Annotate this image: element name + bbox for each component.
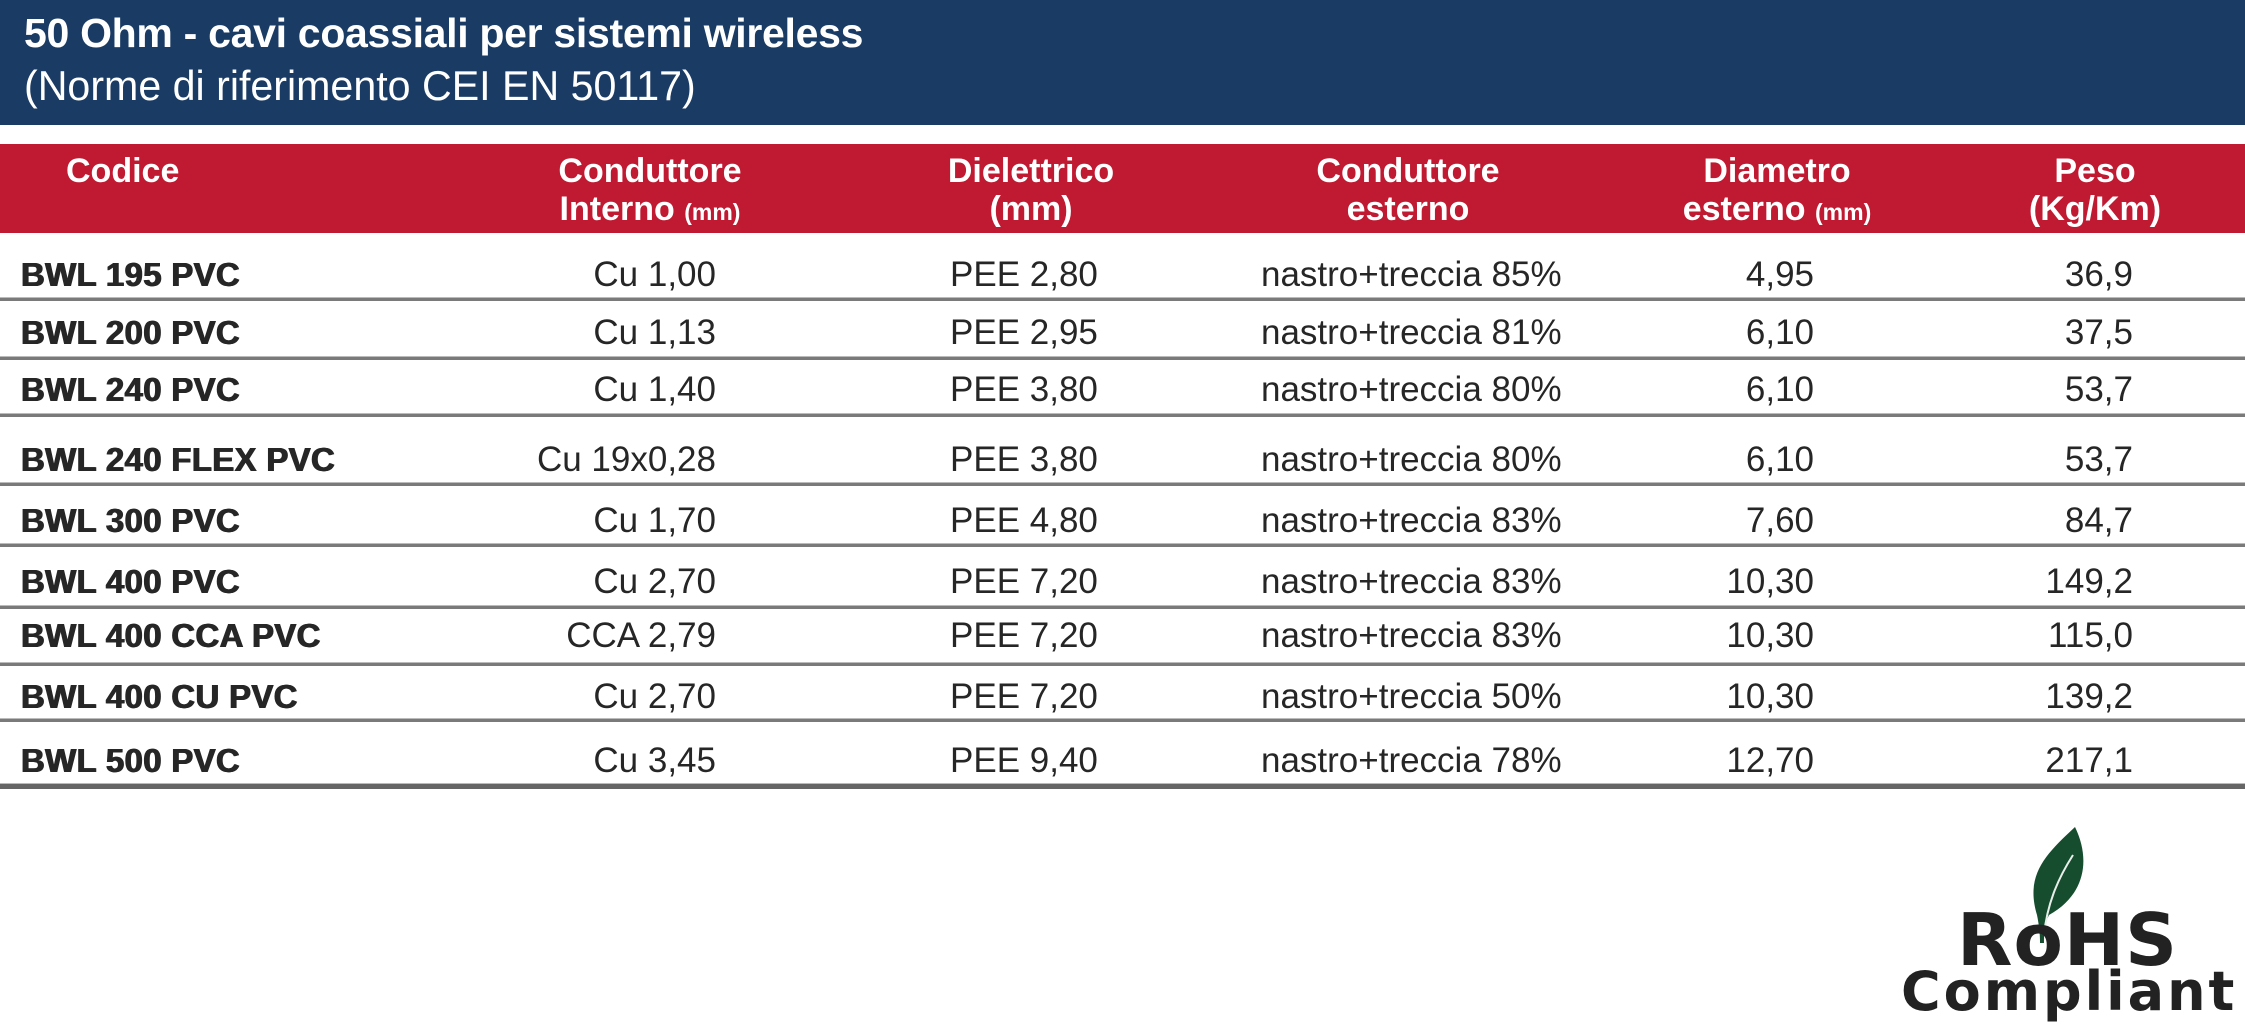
header-label: Interno [559, 190, 675, 228]
cell-codice: BWL 200 PVC [21, 314, 241, 351]
cell-conduttore-esterno: nastro+treccia 50% [1261, 677, 1562, 716]
cell-conduttore-interno: Cu 1,00 [593, 255, 716, 294]
cell-conduttore-interno: Cu 1,13 [593, 313, 716, 352]
cell-dielettrico: PEE 3,80 [950, 440, 1098, 479]
table-bottom-border [0, 783, 2245, 789]
cell-conduttore-esterno: nastro+treccia 83% [1261, 562, 1562, 601]
row-divider [0, 543, 2245, 547]
cell-diametro-esterno: 10,30 [1726, 562, 1814, 601]
cell-conduttore-esterno: nastro+treccia 83% [1261, 616, 1562, 655]
header-label: Codice [66, 152, 180, 190]
cell-peso: 53,7 [2064, 370, 2133, 409]
cell-conduttore-esterno: nastro+treccia 81% [1261, 313, 1562, 352]
cell-diametro-esterno: 10,30 [1726, 677, 1814, 716]
cell-codice: BWL 500 PVC [21, 742, 241, 779]
row-divider [0, 662, 2245, 666]
column-header-diametro-esterno: Diametro esterno (mm) [1657, 144, 1897, 233]
compliant-text: Compliant [1901, 960, 2238, 1023]
cell-diametro-esterno: 4,95 [1745, 255, 1814, 294]
cell-conduttore-interno: Cu 2,70 [593, 677, 716, 716]
table-row: BWL 400 PVC Cu 2,70 PEE 7,20 nastro+treccia… [0, 557, 2245, 607]
title-band: 50 Ohm - cavi coassiali per sistemi wire… [0, 0, 2245, 125]
cell-conduttore-interno: Cu 3,45 [593, 741, 716, 780]
header-unit: (Kg/Km) [2028, 190, 2162, 228]
cell-conduttore-interno: CCA 2,79 [566, 616, 716, 655]
cell-diametro-esterno: 7,60 [1745, 501, 1814, 540]
header-unit: (mm) [1815, 199, 1872, 225]
cell-peso: 36,9 [2064, 255, 2133, 294]
cell-conduttore-esterno: nastro+treccia 80% [1261, 370, 1562, 409]
table-row: BWL 200 PVC Cu 1,13 PEE 2,95 nastro+treccia… [0, 308, 2245, 358]
row-divider [0, 413, 2245, 417]
cell-peso: 217,1 [2045, 741, 2133, 780]
table-row: BWL 400 CCA PVC CCA 2,79 PEE 7,20 nastro+tr… [0, 611, 2245, 661]
column-header-conduttore-esterno: Conduttore esterno [1288, 144, 1528, 233]
header-unit: (mm) [989, 190, 1073, 228]
cell-codice: BWL 400 CCA PVC [21, 617, 321, 654]
column-header-dielettrico: Dielettrico (mm) [911, 144, 1151, 233]
cell-peso: 84,7 [2064, 501, 2133, 540]
cell-conduttore-interno: Cu 1,40 [593, 370, 716, 409]
cell-peso: 115,0 [2048, 616, 2133, 655]
column-header-conduttore-interno: Conduttore Interno (mm) [530, 144, 770, 233]
table-row: BWL 300 PVC Cu 1,70 PEE 4,80 nastro+treccia… [0, 496, 2245, 546]
rohs-logo: RoHS Compliant [1895, 820, 2238, 1023]
page-subtitle: (Norme di riferimento CEI EN 50117) [24, 62, 696, 109]
table-header [0, 144, 2245, 233]
cell-codice: BWL 400 PVC [21, 563, 241, 600]
cell-peso: 149,2 [2045, 562, 2133, 601]
cell-conduttore-interno: Cu 19x0,28 [536, 440, 716, 479]
page-title: 50 Ohm - cavi coassiali per sistemi wire… [24, 10, 864, 56]
cell-conduttore-esterno: nastro+treccia 85% [1261, 255, 1562, 294]
cell-dielettrico: PEE 7,20 [950, 677, 1098, 716]
cell-diametro-esterno: 10,30 [1726, 616, 1814, 655]
header-unit: (mm) [684, 199, 741, 225]
row-divider [0, 718, 2245, 722]
table-row: BWL 400 CU PVC Cu 2,70 PEE 7,20 nastro+trec… [0, 672, 2245, 722]
cell-codice: BWL 240 FLEX PVC [21, 441, 336, 478]
cell-diametro-esterno: 6,10 [1745, 440, 1814, 479]
table-row: BWL 240 PVC Cu 1,40 PEE 3,80 nastro+treccia… [0, 365, 2245, 415]
cell-dielettrico: PEE 7,20 [950, 616, 1098, 655]
leaf-icon [2033, 827, 2084, 943]
header-label: Dielettrico [947, 152, 1115, 190]
cell-diametro-esterno: 12,70 [1726, 741, 1814, 780]
rohs-text: RoHS [1957, 898, 2179, 982]
cell-dielettrico: PEE 4,80 [950, 501, 1098, 540]
table-row: BWL 195 PVC Cu 1,00 PEE 2,80 nastro+treccia… [0, 250, 2245, 300]
column-header-codice: Codice [66, 144, 179, 233]
cell-codice: BWL 300 PVC [21, 502, 241, 539]
cell-dielettrico: PEE 2,80 [950, 255, 1098, 294]
row-divider [0, 297, 2245, 301]
cell-diametro-esterno: 6,10 [1745, 370, 1814, 409]
row-divider [0, 605, 2245, 609]
header-label: Peso [2054, 152, 2136, 190]
header-label: Conduttore [558, 152, 742, 190]
row-divider [0, 482, 2245, 486]
header-label: esterno [1346, 190, 1470, 228]
header-label: Diametro [1703, 152, 1851, 190]
header-label: esterno [1682, 190, 1806, 228]
cell-dielettrico: PEE 7,20 [950, 562, 1098, 601]
cell-codice: BWL 240 PVC [21, 371, 241, 408]
cell-conduttore-esterno: nastro+treccia 83% [1261, 501, 1562, 540]
column-header-peso: Peso (Kg/Km) [1975, 144, 2215, 233]
header-label: Conduttore [1316, 152, 1500, 190]
cell-codice: BWL 195 PVC [21, 256, 241, 293]
cell-conduttore-esterno: nastro+treccia 80% [1261, 440, 1562, 479]
cell-peso: 37,5 [2064, 313, 2133, 352]
cell-codice: BWL 400 CU PVC [21, 678, 298, 715]
table-row: BWL 500 PVC Cu 3,45 PEE 9,40 nastro+treccia… [0, 736, 2245, 786]
cell-peso: 53,7 [2064, 440, 2133, 479]
cell-dielettrico: PEE 9,40 [950, 741, 1098, 780]
cell-diametro-esterno: 6,10 [1745, 313, 1814, 352]
cell-conduttore-esterno: nastro+treccia 78% [1261, 741, 1562, 780]
cell-dielettrico: PEE 3,80 [950, 370, 1098, 409]
cell-dielettrico: PEE 2,95 [950, 313, 1098, 352]
table-row: BWL 240 FLEX PVC Cu 19x0,28 PEE 3,80 nastro… [0, 435, 2245, 485]
cell-peso: 139,2 [2045, 677, 2133, 716]
row-divider [0, 356, 2245, 360]
cell-conduttore-interno: Cu 2,70 [593, 562, 716, 601]
cell-conduttore-interno: Cu 1,70 [593, 501, 716, 540]
